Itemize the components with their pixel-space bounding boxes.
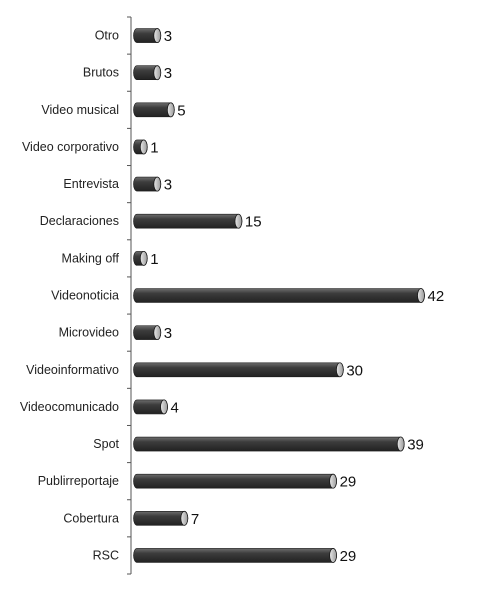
- value-label: 1: [150, 251, 158, 268]
- bar: [133, 102, 175, 118]
- bar-cap: [329, 548, 337, 563]
- bar: [133, 548, 337, 563]
- value-label: 3: [164, 65, 172, 82]
- bar: [133, 176, 162, 192]
- bar: [133, 473, 337, 489]
- bar-cap: [160, 399, 168, 415]
- value-labels: 3 3 5 1 3 15 1 42 3 30 4 39 29 7 29: [150, 28, 444, 565]
- bar-body: [133, 548, 337, 563]
- y-axis-ticks: [127, 16, 131, 575]
- value-label: 42: [428, 288, 445, 305]
- category-label: Publirreportaje: [38, 474, 119, 488]
- bar: [133, 28, 162, 43]
- bar-body: [133, 213, 243, 229]
- category-label: Video corporativo: [22, 140, 119, 154]
- bar-cap: [153, 65, 162, 81]
- category-label: Microvideo: [59, 326, 119, 340]
- category-label: Entrevista: [63, 177, 119, 191]
- value-label: 29: [340, 548, 357, 565]
- category-label: Videoinformativo: [26, 363, 119, 377]
- bar-cap: [329, 473, 337, 489]
- value-label: 3: [164, 28, 172, 45]
- bar-cap: [417, 288, 425, 303]
- bar-cap: [139, 139, 148, 155]
- bar: [133, 139, 148, 155]
- bar-cap: [166, 102, 175, 118]
- bar: [133, 250, 148, 266]
- bar-body: [133, 288, 425, 303]
- bar-cap: [153, 28, 162, 43]
- value-label: 5: [177, 102, 185, 119]
- bar-cap: [335, 362, 344, 378]
- category-label: Brutos: [83, 66, 119, 80]
- category-label: Declaraciones: [40, 214, 119, 228]
- bar: [133, 399, 168, 415]
- category-label: Videonoticia: [51, 289, 119, 303]
- bar-body: [133, 511, 189, 526]
- category-labels: Otro Brutos Video musical Video corporativo…: [20, 29, 120, 563]
- bar: [133, 325, 162, 341]
- bar: [133, 288, 425, 303]
- value-label: 15: [245, 214, 262, 231]
- bar-body: [133, 362, 344, 378]
- bar-body: [133, 436, 405, 452]
- value-label: 3: [164, 325, 172, 342]
- bar: [133, 436, 405, 452]
- category-label: Video musical: [41, 103, 119, 117]
- value-label: 7: [191, 511, 199, 528]
- bar-cap: [396, 436, 405, 452]
- value-label: 1: [150, 139, 158, 156]
- bars: [133, 28, 425, 563]
- category-label: RSC: [93, 548, 119, 562]
- bar: [133, 362, 344, 378]
- bar-body: [133, 473, 337, 489]
- category-label: Otro: [95, 29, 119, 43]
- bar: [133, 65, 162, 81]
- bar-cap: [180, 510, 189, 526]
- value-label: 4: [171, 399, 179, 416]
- category-label: Cobertura: [63, 511, 119, 525]
- category-label: Spot: [93, 437, 119, 451]
- value-label: 30: [346, 362, 363, 379]
- bar-cap: [234, 213, 243, 229]
- bar-cap: [139, 250, 148, 266]
- bar-cap: [153, 325, 162, 341]
- bar-cap: [153, 176, 162, 192]
- category-label: Making off: [62, 251, 120, 265]
- value-label: 39: [407, 437, 424, 454]
- value-label: 29: [340, 474, 357, 491]
- value-label: 3: [164, 177, 172, 194]
- bar: [133, 213, 243, 229]
- bar: [133, 510, 189, 526]
- category-label: Videocomunicado: [20, 400, 119, 414]
